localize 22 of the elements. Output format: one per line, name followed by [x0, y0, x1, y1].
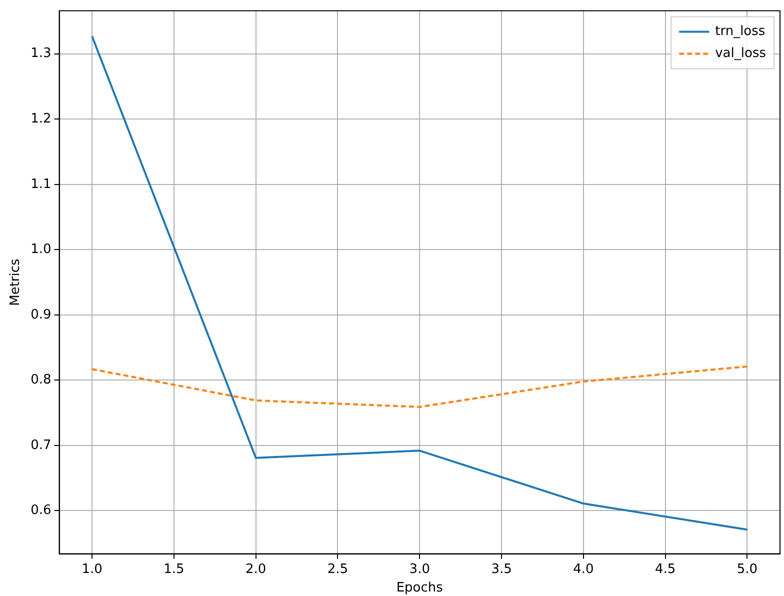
x-tick-label: 2.0: [245, 562, 266, 577]
y-axis-title: Metrics: [8, 258, 24, 306]
y-tick-label: 0.6: [30, 503, 52, 518]
y-tick-label: 1.0: [30, 242, 52, 258]
x-axis-title: Epochs: [396, 580, 444, 596]
x-tick-label: 5.0: [736, 562, 758, 577]
y-tick-label: 1.1: [30, 176, 52, 192]
legend-label: val_loss: [715, 46, 766, 62]
y-tick-label: 1.3: [30, 46, 52, 62]
x-tick-label: 1.5: [164, 562, 184, 577]
legend-label: trn_loss: [715, 24, 766, 40]
y-tick-label: 1.2: [30, 112, 52, 127]
y-tick-label: 0.8: [30, 372, 52, 388]
x-tick-label: 4.0: [573, 562, 594, 577]
x-tick-label: 3.5: [491, 562, 512, 577]
line-series: [91, 365, 748, 408]
y-tick-label: 0.7: [30, 438, 52, 453]
x-tick-label: 4.5: [654, 562, 676, 577]
x-tick-label: 3.0: [409, 562, 430, 577]
x-tick-label: 1.0: [82, 562, 102, 577]
y-tick-label: 0.9: [30, 307, 52, 322]
x-tick-label: 2.5: [327, 562, 348, 577]
